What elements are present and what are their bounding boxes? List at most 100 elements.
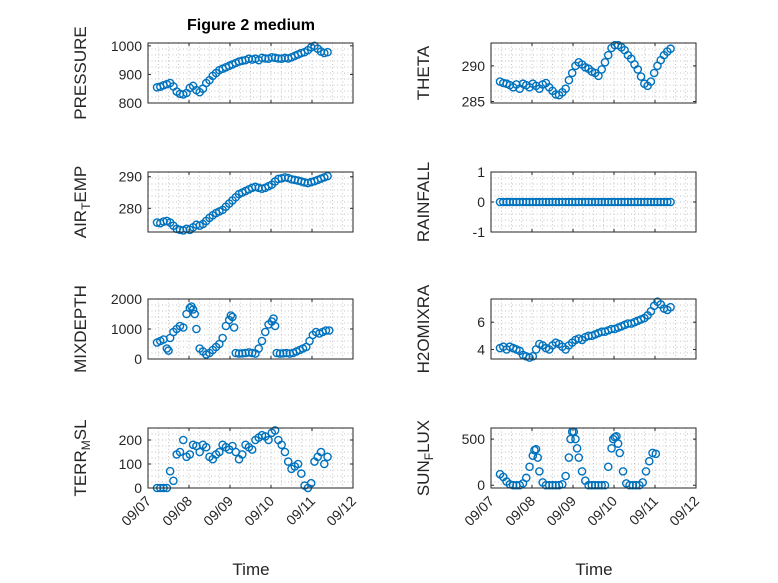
subplot-rainfall: -1 0 1 RAINFALL [414,162,697,242]
pressure-ylabel: PRESSURE [71,26,90,120]
figure-title: Figure 2 medium [187,17,315,34]
sun_flux-point [638,478,648,487]
rainfall-ytick-label: 0 [477,194,485,210]
terr_msl-point [175,447,185,457]
subplot-mixdepth: 0 1000 2000 MIXDEPTH [71,285,354,373]
mixdepth-ytick-label: 0 [134,351,142,367]
pressure-axes-box [147,42,354,104]
pressure-series [152,41,332,99]
theta-point [636,72,646,81]
theta-point [594,71,603,81]
theta-point [646,77,656,86]
rainfall-ylabel: RAINFALL [414,162,433,242]
mixdepth-point [228,312,237,322]
terr_msl-point [293,459,303,469]
mixdepth-point [192,324,201,334]
mixdepth-point [254,344,264,353]
rainfall-point [663,197,672,207]
theta-ytick-label: 285 [462,94,486,110]
sun_flux-point [651,449,661,459]
terr_msl-point [323,452,332,462]
mixdepth-point [324,326,334,335]
theta-point [597,65,607,74]
mixdepth-point [164,346,173,355]
terr_msl-ytick-label: 0 [134,480,142,496]
theta-point [564,75,574,85]
terr_msl-point [237,450,247,459]
air_temp-series [152,171,332,235]
theta-ylabel: THETA [414,45,433,100]
terr_msl-point [270,426,280,435]
sun_flux-ytick-label: 0 [477,477,485,493]
mixdepth-point [270,321,280,331]
air_temp-axes-box [147,171,354,233]
sun_flux-point [644,456,654,466]
sun_flux-point [561,471,570,481]
pressure-ytick-label: 1000 [111,38,142,54]
mixdepth-point [229,323,239,332]
terr_msl-axes-box [147,427,354,489]
terr_msl-point [319,459,329,469]
mixdepth-point [247,348,257,358]
terr_msl-point [201,442,211,452]
theta-point [567,68,577,78]
sun_flux-ylabel: SUNFLUX [414,420,436,496]
x-axis-label-left: Time [232,560,269,579]
sun_flux-point [600,480,610,490]
h2omixra-series [495,297,675,362]
sun_flux-point [528,451,538,460]
pressure-ytick-label: 900 [119,66,143,82]
terr_msl-point [165,466,175,476]
theta-point [600,57,610,67]
h2omixra-ytick-label: 6 [477,314,485,330]
mixdepth-point [321,326,331,335]
air_temp-point [323,171,332,181]
terr_msl-point [316,447,326,457]
rainfall-point [666,197,675,207]
sun_flux-point [571,434,580,444]
air_temp-ylabel: AIRTEMP [71,166,93,239]
mixdepth-point [218,333,227,343]
terr_msl-point [277,440,286,450]
mixdepth-axes-box [147,298,354,360]
subplot-theta: 285 290 THETA [414,40,697,110]
mixdepth-ytick-label: 2000 [111,291,142,307]
terr_msl-point [185,450,195,459]
x-axis-label-right: Time [575,560,612,579]
sun_flux-point [615,448,625,458]
rainfall-ytick-label: -1 [473,224,486,240]
mixdepth-point [188,305,198,314]
sun_flux-point [521,473,531,483]
theta-series [495,40,675,100]
mixdepth-point [178,323,188,332]
sun_flux-point [641,467,651,476]
terr_msl-ylabel: TERRMSL [71,419,93,496]
sun_flux-series [495,427,661,490]
theta-ytick-label: 290 [462,58,486,74]
sun_flux-point [572,444,582,453]
theta-point [649,68,659,78]
sun_flux-point [613,439,623,448]
air_temp-ytick-label: 280 [119,200,143,216]
sun_flux-point [533,453,543,462]
mixdepth-series [152,302,334,359]
mixdepth-point [162,344,172,353]
h2omixra-ylabel: H2OMIXRA [414,284,433,373]
mixdepth-ylabel: MIXDEPTH [71,285,90,373]
terr_msl-ytick-label: 200 [119,432,143,448]
pressure-point [323,47,332,57]
terr_msl-point [264,435,273,445]
h2omixra-ytick-label: 4 [477,341,485,357]
terr_msl-point [178,435,188,445]
mixdepth-point [257,336,267,346]
theta-point [603,50,613,60]
h2omixra-point [528,351,538,361]
terr_msl-ytick-label: 100 [119,456,143,472]
terr_msl-point [297,469,306,478]
sun_flux-point [531,444,541,454]
terr_msl-point [283,457,293,466]
h2omixra-axes-box [490,298,697,360]
sun_flux-ytick-label: 500 [462,431,486,447]
theta-point [666,44,675,54]
